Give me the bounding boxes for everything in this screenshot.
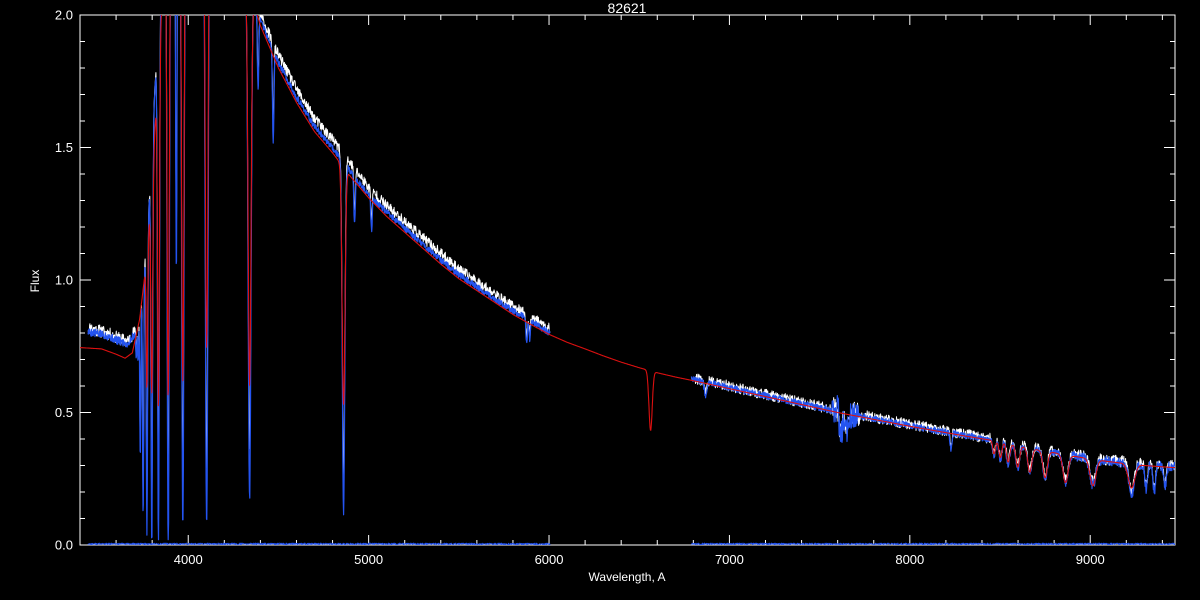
axes [79,14,1176,546]
x-tick-label: 7000 [715,552,744,567]
x-tick-label: 8000 [895,552,924,567]
y-tick-label: 0.5 [55,405,73,420]
y-tick-label: 1.5 [55,140,73,155]
x-tick-label: 4000 [174,552,203,567]
x-tick-label: 6000 [535,552,564,567]
spectra-layer [80,15,1175,545]
plot-title: 82621 [608,0,647,16]
y-tick-label: 1.0 [55,273,73,288]
y-tick-label: 2.0 [55,8,73,23]
observed-error-baseline [87,542,1175,545]
x-tick-label: 5000 [354,552,383,567]
y-axis-label: Flux [28,270,42,293]
plot-frame [79,14,1176,546]
x-tick-label: 9000 [1076,552,1105,567]
y-tick-label: 0.0 [55,538,73,553]
model-spectrum-red [80,15,1175,489]
x-axis-label: Wavelength, A [589,570,666,584]
